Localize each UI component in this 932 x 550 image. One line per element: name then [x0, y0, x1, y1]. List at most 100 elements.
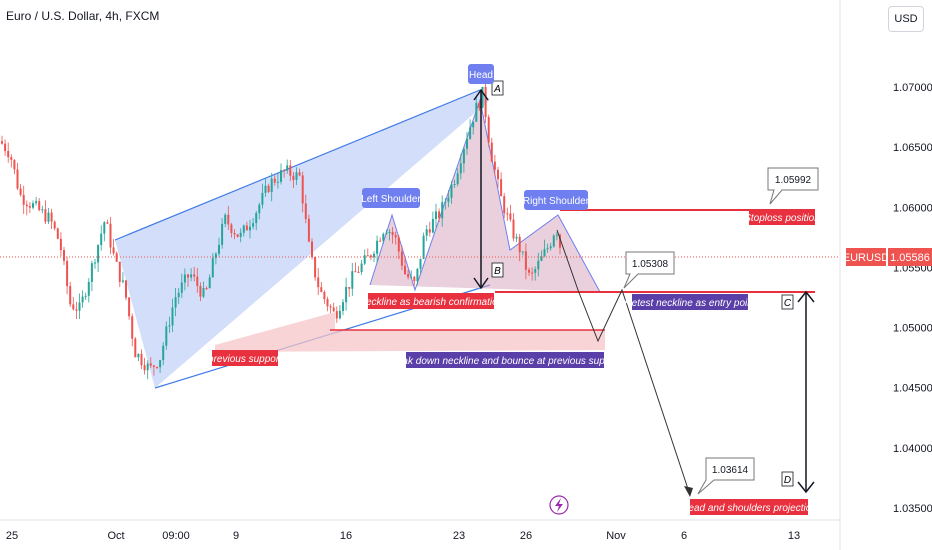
- candle-body: [487, 117, 490, 143]
- projection-measure-arrow: [797, 290, 815, 494]
- candle-body: [199, 285, 202, 297]
- candle-body: [32, 203, 34, 208]
- currency-button[interactable]: USD: [888, 6, 924, 32]
- candle-body: [376, 240, 379, 254]
- candle-body: [90, 263, 93, 282]
- candle-body: [134, 338, 137, 358]
- candle-body: [156, 367, 158, 369]
- time-tick: 13: [788, 530, 800, 542]
- stoploss-label: Stoploss position: [744, 209, 820, 225]
- candle-body: [351, 271, 354, 289]
- candle-body: [342, 302, 344, 311]
- candle-body: [459, 163, 462, 174]
- candle-body: [404, 265, 406, 275]
- candle-body: [552, 235, 555, 247]
- candle-body: [131, 316, 134, 339]
- svg-text:Head: Head: [469, 70, 493, 81]
- candle-body: [447, 197, 450, 202]
- price-tick: 1.07000: [893, 82, 932, 94]
- marker-b: B: [491, 262, 504, 278]
- candle-body: [78, 302, 81, 311]
- candle-body: [13, 159, 16, 170]
- candle-body: [416, 268, 419, 282]
- candle-body: [311, 241, 313, 258]
- price-tick: 1.05000: [893, 323, 932, 335]
- chart-title: Euro / U.S. Dollar, 4h, FXCM: [6, 9, 160, 23]
- candle-body: [549, 246, 552, 249]
- candle-body: [506, 213, 509, 215]
- price-tick: 1.04500: [893, 383, 932, 395]
- svg-text:Head and shoulders projection: Head and shoulders projection: [681, 503, 817, 514]
- candle-body: [394, 235, 397, 238]
- candle-body: [230, 224, 233, 234]
- candle-body: [221, 223, 224, 245]
- candle-body: [264, 185, 267, 193]
- price-tick: 1.04000: [893, 443, 932, 455]
- candle-body: [19, 188, 22, 195]
- svg-text:1.03614: 1.03614: [712, 465, 749, 476]
- left-shoulder-label: Left Shoulder: [361, 188, 421, 208]
- candle-body: [87, 281, 90, 296]
- candle-body: [28, 206, 31, 208]
- candle-body: [75, 309, 78, 311]
- candle-body: [103, 222, 106, 234]
- candle-body: [373, 253, 375, 258]
- candle-body: [239, 232, 242, 237]
- candle-body: [400, 251, 403, 266]
- candle-body: [255, 213, 258, 224]
- candle-body: [304, 203, 307, 219]
- candle-body: [193, 274, 196, 277]
- candle-body: [159, 360, 162, 368]
- candle-body: [242, 225, 245, 233]
- candle-body: [320, 287, 323, 292]
- svg-text:previous support: previous support: [207, 354, 283, 365]
- candle-body: [540, 256, 543, 261]
- price-axis[interactable]: 1.070001.065001.060001.055001.050001.045…: [893, 82, 932, 515]
- candle-body: [112, 247, 115, 254]
- candle-body: [422, 235, 425, 259]
- candle-body: [84, 295, 87, 297]
- candle-body: [289, 165, 292, 176]
- candle-body: [348, 287, 351, 289]
- candle-body: [478, 102, 481, 109]
- candle-body: [63, 250, 65, 261]
- candle-body: [518, 236, 521, 253]
- candle-body: [183, 274, 186, 283]
- svg-text:EURUSD: EURUSD: [843, 252, 890, 264]
- svg-text:D: D: [784, 475, 791, 486]
- candle-body: [555, 234, 558, 236]
- candle-body: [543, 249, 546, 257]
- candle-body: [4, 143, 7, 151]
- candle-body: [165, 326, 168, 346]
- candle-body: [118, 261, 121, 282]
- candle-body: [47, 212, 50, 222]
- candle-body: [125, 280, 127, 298]
- svg-text:Neckline as bearish confirmati: Neckline as bearish confirmation: [359, 297, 504, 308]
- candle-body: [140, 353, 143, 366]
- svg-text:A: A: [493, 84, 501, 95]
- retest-label: Retest neckline as entry point: [624, 294, 757, 310]
- candle-body: [323, 291, 326, 300]
- candle-body: [10, 157, 13, 160]
- svg-text:break down neckline and bounce: break down neckline and bounce at previo…: [388, 356, 623, 367]
- candle-body: [66, 260, 69, 287]
- candle-body: [7, 150, 10, 158]
- candle-body: [450, 184, 453, 198]
- candle-body: [171, 307, 174, 326]
- candle-body: [218, 244, 220, 254]
- candle-body: [59, 238, 62, 251]
- neckline-label: Neckline as bearish confirmation: [359, 293, 504, 309]
- candle-body: [301, 175, 304, 204]
- svg-text:1.05586: 1.05586: [890, 252, 930, 264]
- candle-body: [276, 181, 279, 183]
- candle-body: [469, 127, 472, 139]
- flash-icon[interactable]: [549, 495, 569, 515]
- time-axis[interactable]: 25 Oct 09:00 9 16 23 26 Nov 6 13: [6, 530, 800, 542]
- candle-body: [503, 196, 506, 214]
- candle-body: [298, 172, 301, 176]
- candle-body: [431, 218, 434, 233]
- time-tick: 6: [681, 530, 687, 542]
- candle-body: [475, 102, 478, 122]
- candle-body: [497, 169, 499, 180]
